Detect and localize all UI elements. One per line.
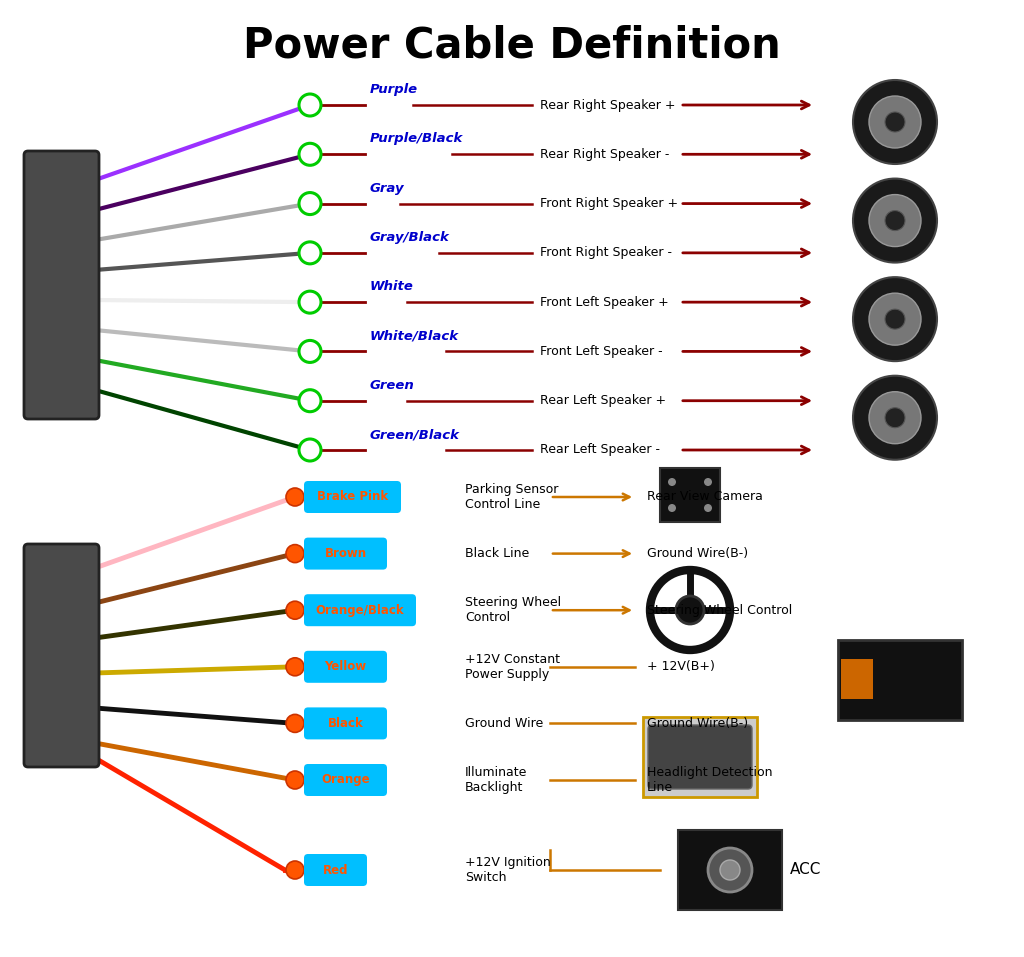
Circle shape: [286, 861, 304, 879]
Text: Red: Red: [323, 863, 348, 877]
Circle shape: [885, 309, 905, 329]
Circle shape: [853, 376, 937, 459]
Circle shape: [853, 179, 937, 262]
Circle shape: [885, 211, 905, 231]
Circle shape: [720, 860, 740, 880]
FancyBboxPatch shape: [304, 538, 387, 569]
Text: Green: Green: [370, 379, 415, 391]
Text: +12V Ignition
Switch: +12V Ignition Switch: [465, 856, 551, 884]
Text: Front Right Speaker +: Front Right Speaker +: [540, 197, 678, 211]
Text: Steering Wheel Control: Steering Wheel Control: [647, 604, 793, 616]
Text: Headlight Detection
Line: Headlight Detection Line: [647, 766, 772, 794]
Text: Rear Right Speaker -: Rear Right Speaker -: [540, 147, 670, 161]
Text: Ground Wire(B-): Ground Wire(B-): [647, 547, 749, 560]
Circle shape: [286, 714, 304, 732]
Text: Front Left Speaker +: Front Left Speaker +: [540, 296, 669, 309]
Circle shape: [286, 657, 304, 676]
Circle shape: [299, 439, 321, 461]
Text: Ground Wire: Ground Wire: [465, 717, 544, 730]
Text: White: White: [370, 280, 414, 293]
FancyBboxPatch shape: [304, 651, 387, 682]
Text: Black Line: Black Line: [465, 547, 529, 560]
Circle shape: [299, 341, 321, 363]
Text: Ground Wire(B-): Ground Wire(B-): [647, 717, 749, 730]
Circle shape: [299, 94, 321, 116]
Circle shape: [705, 478, 712, 486]
Circle shape: [668, 478, 676, 486]
Text: Front Left Speaker -: Front Left Speaker -: [540, 345, 663, 358]
Text: Rear View Camera: Rear View Camera: [647, 491, 763, 503]
FancyBboxPatch shape: [643, 717, 757, 797]
Circle shape: [299, 242, 321, 264]
Circle shape: [853, 278, 937, 361]
Text: Yellow: Yellow: [325, 660, 367, 674]
Text: Rear Right Speaker +: Rear Right Speaker +: [540, 99, 676, 112]
Text: + 12V(B+): + 12V(B+): [647, 660, 715, 674]
Circle shape: [299, 291, 321, 313]
Text: Rear Left Speaker +: Rear Left Speaker +: [540, 394, 667, 408]
Circle shape: [286, 601, 304, 619]
Circle shape: [299, 192, 321, 214]
Circle shape: [668, 504, 676, 512]
Circle shape: [869, 194, 921, 247]
Circle shape: [286, 771, 304, 789]
FancyBboxPatch shape: [648, 725, 752, 789]
Circle shape: [869, 391, 921, 444]
Circle shape: [885, 112, 905, 132]
Circle shape: [705, 504, 712, 512]
Circle shape: [708, 848, 752, 892]
Text: Brake Pink: Brake Pink: [317, 491, 388, 503]
Text: Green/Black: Green/Black: [370, 428, 460, 441]
Text: Orange/Black: Orange/Black: [315, 604, 404, 616]
Circle shape: [853, 80, 937, 164]
Circle shape: [286, 545, 304, 563]
Text: +12V Constant
Power Supply: +12V Constant Power Supply: [465, 653, 560, 680]
FancyBboxPatch shape: [24, 151, 99, 419]
Text: Steering Wheel
Control: Steering Wheel Control: [465, 596, 561, 624]
FancyBboxPatch shape: [24, 544, 99, 767]
Circle shape: [299, 389, 321, 412]
FancyBboxPatch shape: [678, 830, 782, 910]
Text: Front Right Speaker -: Front Right Speaker -: [540, 246, 672, 259]
Text: Purple: Purple: [370, 83, 418, 96]
Circle shape: [286, 488, 304, 506]
Circle shape: [676, 596, 705, 624]
FancyBboxPatch shape: [304, 707, 387, 740]
FancyBboxPatch shape: [841, 659, 873, 699]
Circle shape: [299, 144, 321, 166]
Text: Orange: Orange: [322, 773, 370, 787]
Text: Gray/Black: Gray/Black: [370, 231, 450, 244]
FancyBboxPatch shape: [838, 640, 962, 720]
Text: Illuminate
Backlight: Illuminate Backlight: [465, 766, 527, 794]
FancyBboxPatch shape: [660, 468, 720, 522]
Circle shape: [869, 293, 921, 345]
Circle shape: [869, 96, 921, 148]
Text: Power Cable Definition: Power Cable Definition: [243, 24, 781, 66]
FancyBboxPatch shape: [304, 764, 387, 796]
Text: Black: Black: [328, 717, 364, 730]
Text: Rear Left Speaker -: Rear Left Speaker -: [540, 443, 660, 456]
FancyBboxPatch shape: [304, 854, 367, 886]
Text: Parking Sensor
Control Line: Parking Sensor Control Line: [465, 483, 558, 511]
FancyBboxPatch shape: [304, 481, 401, 513]
Text: Brown: Brown: [325, 547, 367, 560]
Text: ACC: ACC: [790, 862, 821, 878]
FancyBboxPatch shape: [304, 594, 416, 626]
Circle shape: [885, 408, 905, 428]
Text: Purple/Black: Purple/Black: [370, 132, 464, 145]
Text: Gray: Gray: [370, 182, 404, 194]
Text: White/Black: White/Black: [370, 329, 459, 343]
